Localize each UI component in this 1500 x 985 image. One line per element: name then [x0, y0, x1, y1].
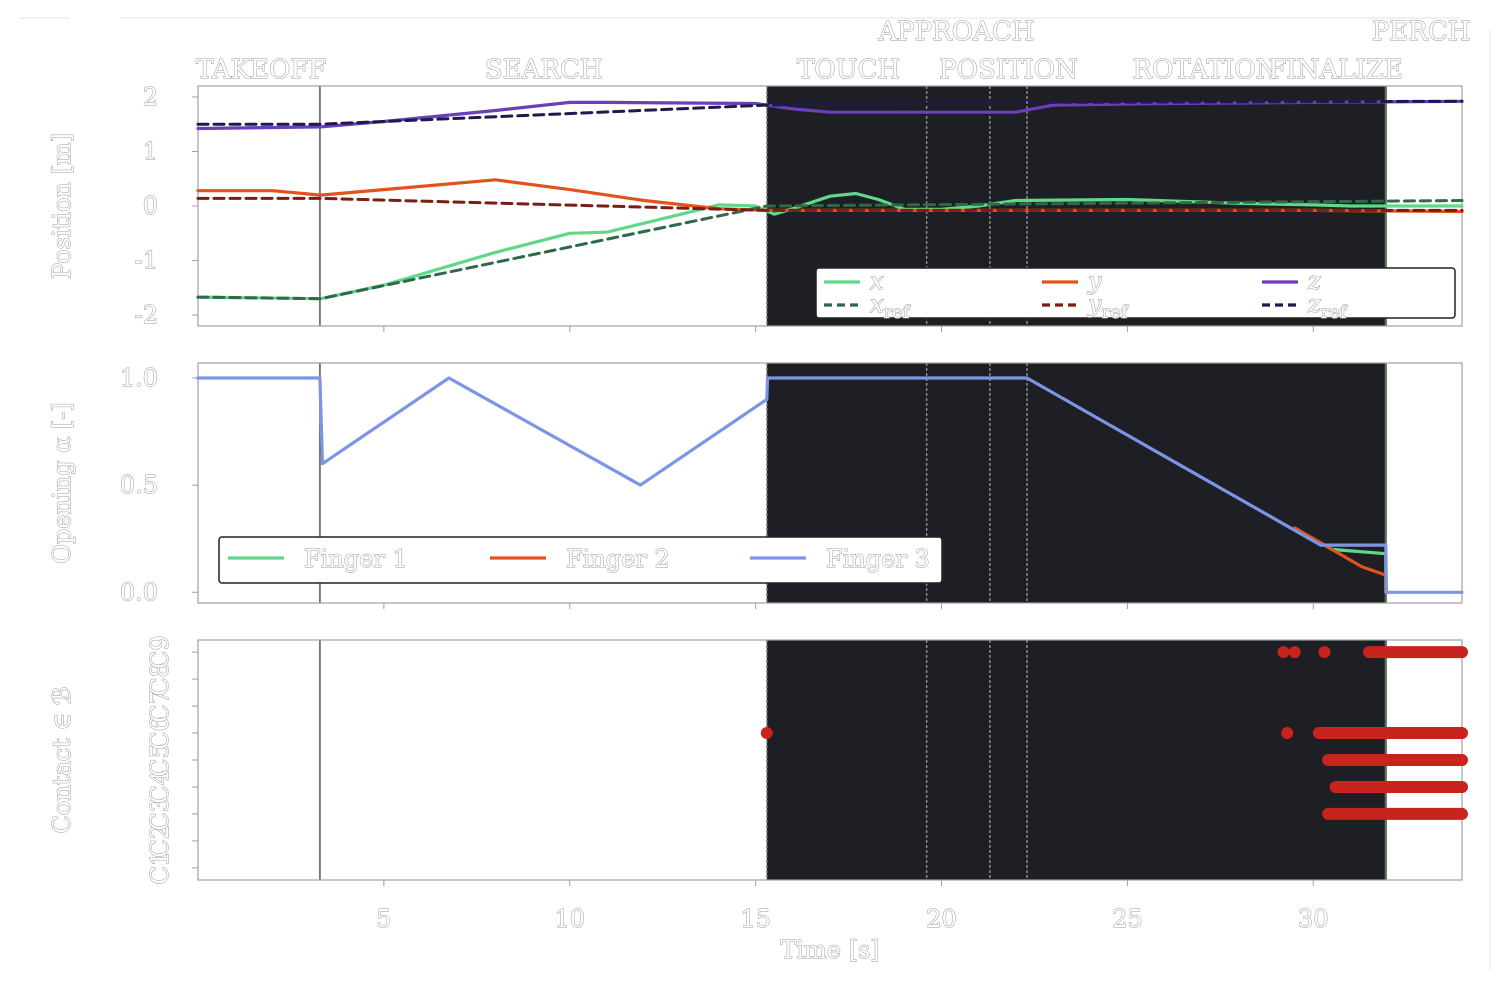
phase-label: SEARCH: [485, 55, 603, 85]
x-axis-label: Time [s]: [780, 936, 879, 964]
contact-point: [760, 727, 773, 740]
legend: Finger 1 Finger 2 Finger 3: [218, 536, 943, 584]
y-axis-label: Opening α [-]: [48, 402, 76, 564]
x-axis: 5 10 15 20 25 30: [376, 905, 1329, 934]
legend-label-main: x: [870, 267, 884, 295]
legend-label-main: y: [1087, 290, 1102, 318]
legend-label: x: [870, 267, 884, 295]
legend-label-sub: ref: [1102, 302, 1129, 323]
x-tick-label: 20: [926, 905, 957, 933]
y-tick-label: C7: [146, 689, 174, 723]
contact-point: [1281, 727, 1294, 740]
legend-label-sub: ref: [1321, 302, 1348, 323]
contact-point: [1318, 646, 1331, 659]
y-tick-label: C8: [146, 662, 174, 696]
y-tick-label: 1.0: [120, 364, 158, 392]
legend-label-sub: ref: [884, 302, 911, 323]
legend-label: y: [1087, 267, 1102, 295]
phase-label: TAKEOFF: [196, 55, 327, 85]
phase-label: FINALIZE: [1268, 55, 1402, 85]
legend-label-main: z: [1307, 267, 1321, 295]
phase-labels: TAKEOFF SEARCH TOUCH POSITION ROTATIONFINALI…: [195, 17, 1471, 86]
x-tick-label: 15: [740, 905, 771, 933]
y-tick-label: -2: [135, 301, 158, 329]
series-line-y-ref: [196, 196, 1464, 212]
phase-label: APPROACH: [877, 17, 1034, 47]
contact-point: [1277, 646, 1290, 659]
y-tick-label: C4: [146, 770, 174, 804]
phase-label: ROTATION: [1133, 55, 1279, 85]
series-line-z-ref: [196, 99, 1464, 126]
y-tick-label: C6: [146, 716, 174, 750]
y-axis-label: Position [m]: [48, 133, 76, 279]
y-tick-label: 1: [143, 137, 158, 165]
legend-label-main: y: [1087, 267, 1102, 295]
legend-label: yref: [1087, 290, 1129, 323]
legend-box: [218, 536, 943, 584]
y-tick-label: 2: [143, 83, 158, 111]
y-tick-label: C2: [146, 824, 174, 858]
y-tick-label: 0: [143, 192, 158, 220]
legend-label: xref: [870, 290, 911, 323]
y-tick-label: C5: [146, 743, 174, 777]
x-tick-label: 25: [1112, 905, 1143, 933]
y-axis-label: Contact ∈ ℬ: [48, 686, 76, 833]
phase-label: TOUCH: [797, 55, 900, 85]
y-tick-label: -1: [135, 247, 158, 275]
legend-label: z: [1307, 267, 1321, 295]
y-tick-label: C1: [146, 851, 174, 885]
series-line-finger-3: [196, 376, 1464, 594]
x-tick-label: 30: [1298, 905, 1329, 933]
phase-label: POSITION: [939, 55, 1078, 85]
y-tick-label: C9: [146, 635, 174, 669]
x-tick-label: 10: [554, 905, 585, 933]
legend-label: Finger 2: [566, 545, 670, 573]
phase-label: PERCH: [1372, 17, 1471, 47]
plot-frame: [197, 362, 1463, 604]
contact-point: [1288, 646, 1301, 659]
series-line-x-ref: [196, 199, 1464, 301]
x-tick-label: 5: [376, 905, 391, 933]
legend-label-main: z: [1307, 290, 1321, 318]
legend-label: Finger 3: [826, 545, 930, 573]
series-line-z: [196, 99, 1464, 131]
legend-label: Finger 1: [304, 545, 408, 573]
y-tick-label: 0.5: [120, 471, 158, 499]
y-tick-label: 0.0: [120, 578, 158, 606]
legend-label: zref: [1307, 290, 1348, 323]
legend-label-main: x: [870, 290, 884, 318]
dark-region: [766, 640, 1386, 880]
legend-box: [815, 267, 1456, 319]
y-tick-label: C3: [146, 797, 174, 831]
